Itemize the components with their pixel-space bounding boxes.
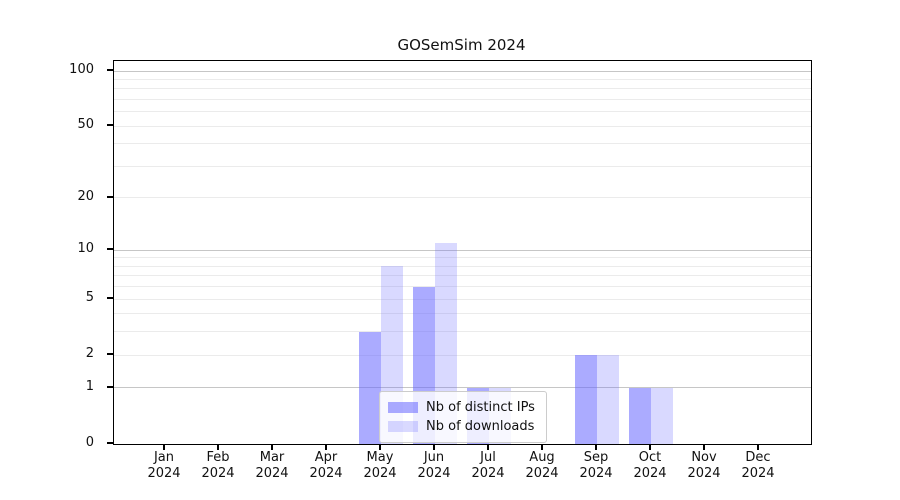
y-gridline-minor (114, 125, 811, 127)
legend-swatch-downloads (388, 421, 418, 432)
x-tick-label: Jun 2024 (417, 450, 451, 481)
legend-row-distinct-ips: Nb of distinct IPs (388, 398, 538, 417)
y-tick-label: 50 (77, 117, 94, 133)
x-tick-mark (487, 444, 489, 450)
bar-downloads (651, 387, 673, 444)
y-gridline-major (114, 249, 811, 251)
y-gridline-minor (114, 298, 811, 300)
y-gridline-minor (114, 197, 811, 199)
legend-row-downloads: Nb of downloads (388, 417, 538, 436)
y-tick-label: 20 (77, 188, 94, 204)
x-tick-mark (325, 444, 327, 450)
y-tick-mark (107, 297, 113, 299)
y-tick-label: 0 (85, 435, 94, 450)
y-gridline-minor (114, 78, 811, 80)
legend-label-downloads: Nb of downloads (426, 419, 535, 434)
chart-title: GOSemSim 2024 (397, 36, 526, 54)
x-tick-label: Oct 2024 (633, 450, 667, 481)
x-tick-mark (271, 444, 273, 450)
x-tick-label: Aug 2024 (525, 450, 559, 481)
x-tick-mark (757, 444, 759, 450)
bar-distinct-ips (359, 331, 381, 444)
x-tick-label: Jan 2024 (147, 450, 181, 481)
y-tick-label: 5 (85, 290, 94, 306)
x-tick-label: May 2024 (363, 450, 397, 481)
x-tick-mark (433, 444, 435, 450)
x-tick-label: Jul 2024 (471, 450, 505, 481)
y-gridline-minor (114, 286, 811, 288)
x-tick-mark (595, 444, 597, 450)
legend: Nb of distinct IPs Nb of downloads (379, 391, 547, 443)
x-tick-label: Apr 2024 (309, 450, 343, 481)
y-tick-mark (107, 124, 113, 126)
bar-distinct-ips (629, 387, 651, 444)
y-gridline-minor (114, 88, 811, 90)
y-tick-mark (107, 248, 113, 250)
y-gridline-minor (114, 265, 811, 267)
y-tick-label: 1 (85, 378, 94, 394)
x-tick-mark (541, 444, 543, 450)
y-gridline-minor (114, 165, 811, 167)
y-tick-label: 100 (69, 62, 94, 77)
y-tick-mark (107, 442, 113, 444)
y-gridline-minor (114, 111, 811, 113)
y-gridline-minor (114, 331, 811, 333)
y-gridline-minor (114, 354, 811, 356)
x-tick-mark (703, 444, 705, 450)
legend-swatch-distinct-ips (388, 402, 418, 413)
x-tick-mark (649, 444, 651, 450)
y-gridline-minor (114, 98, 811, 100)
x-tick-label: Feb 2024 (201, 450, 235, 481)
x-tick-mark (217, 444, 219, 450)
y-gridline-major (114, 70, 811, 72)
y-tick-mark (107, 386, 113, 388)
y-gridline-minor (114, 313, 811, 315)
bar-downloads (597, 355, 619, 444)
y-tick-mark (107, 353, 113, 355)
y-tick-label: 10 (77, 241, 94, 257)
y-gridline-minor (114, 275, 811, 277)
x-tick-label: Sep 2024 (579, 450, 613, 481)
x-tick-label: Dec 2024 (741, 450, 775, 481)
x-tick-label: Nov 2024 (687, 450, 721, 481)
legend-label-distinct-ips: Nb of distinct IPs (426, 400, 535, 415)
bar-distinct-ips (575, 355, 597, 444)
y-gridline-minor (114, 143, 811, 145)
y-tick-label: 2 (85, 346, 94, 362)
plot-area: Nb of distinct IPs Nb of downloads (113, 60, 812, 445)
y-gridline-minor (114, 257, 811, 259)
x-tick-label: Mar 2024 (255, 450, 289, 481)
y-tick-mark (107, 69, 113, 71)
y-tick-mark (107, 196, 113, 198)
x-tick-mark (163, 444, 165, 450)
x-tick-mark (379, 444, 381, 450)
y-gridline-major (114, 387, 811, 389)
